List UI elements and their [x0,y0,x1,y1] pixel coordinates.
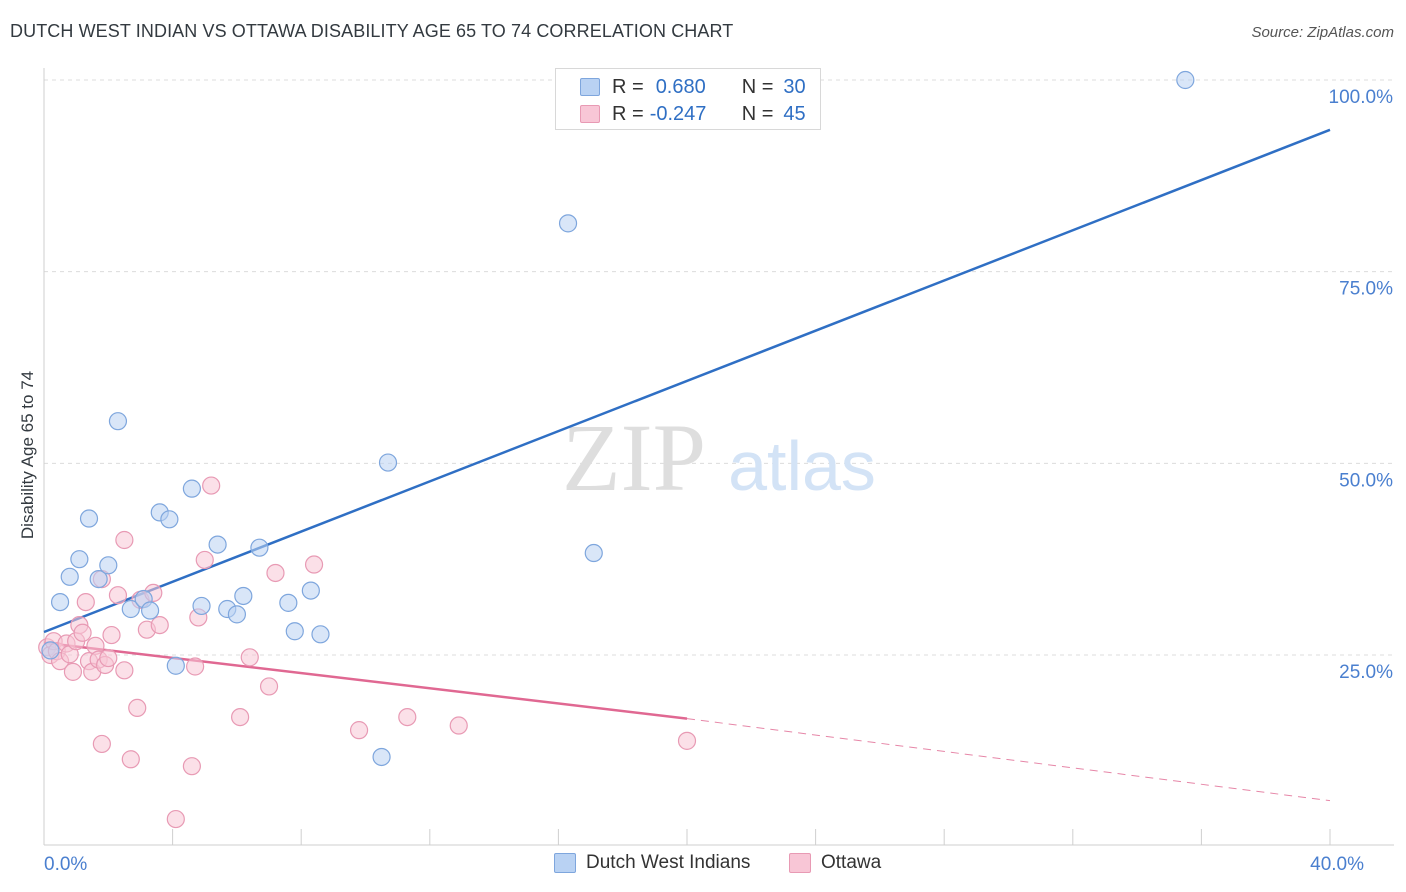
data-point-dutch-west-indians [182,479,201,498]
data-point-dutch-west-indians [160,510,179,529]
correlation-stats-box: R = 0.680 N = 30 R = -0.247 N = 45 [555,68,821,130]
tick-labels: 25.0% 50.0% 75.0% 100.0% 0.0% 40.0% [44,87,1393,875]
data-point-dutch-west-indians [41,641,60,660]
data-point-ottawa [202,476,221,495]
data-point-dutch-west-indians [279,593,298,612]
data-point-ottawa [259,677,279,696]
data-point-dutch-west-indians [250,538,269,557]
data-point-dutch-west-indians [234,586,253,606]
stats-row-pink: R = -0.247 N = 45 [580,101,806,127]
n-value: 45 [783,102,806,125]
data-point-ottawa [398,707,417,727]
data-point-dutch-west-indians [1176,70,1195,90]
n-label: N = [741,102,774,125]
data-point-ottawa [182,757,201,776]
data-point-dutch-west-indians [50,592,70,612]
data-point-dutch-west-indians [192,596,211,616]
y-tick-label: 75.0% [1339,279,1393,300]
data-point-dutch-west-indians [60,567,79,586]
blue-swatch [554,853,576,873]
data-point-ottawa [150,615,169,635]
pink-swatch [580,105,600,123]
data-point-ottawa [76,592,95,612]
data-points [38,70,1195,829]
r-value: -0.247 [649,102,707,125]
data-point-dutch-west-indians [227,605,246,624]
data-point-ottawa [304,555,324,574]
legend-item-ottawa[interactable]: Ottawa [789,852,881,874]
data-point-ottawa [128,698,147,718]
stats-row-blue: R = 0.680 N = 30 [580,74,806,100]
data-point-ottawa [121,750,140,769]
data-point-ottawa [115,661,134,680]
x-tick-label: 0.0% [44,854,87,875]
data-point-ottawa [240,648,259,667]
r-value: 0.680 [655,75,706,98]
watermark-zip: ZIP [562,404,706,511]
data-point-dutch-west-indians [301,581,320,600]
r-label: R = [612,102,644,125]
data-point-ottawa [63,662,83,681]
legend-label: Ottawa [821,852,882,873]
data-point-dutch-west-indians [121,599,140,619]
blue-swatch [580,78,600,96]
trend-line-dutch-west-indians [43,128,1331,634]
legend-item-dutch-west-indians[interactable]: Dutch West Indians [554,852,750,874]
data-point-ottawa [349,721,369,740]
axes [43,68,1394,846]
y-tick-label: 100.0% [1329,87,1394,108]
data-point-dutch-west-indians [584,543,603,563]
n-label: N = [741,75,774,98]
legend-label: Dutch West Indians [586,852,751,873]
data-point-dutch-west-indians [89,569,108,589]
data-point-ottawa [92,734,111,754]
y-tick-label: 25.0% [1339,662,1393,683]
data-point-ottawa [266,563,285,583]
data-point-dutch-west-indians [378,453,398,472]
data-point-ottawa [108,586,128,605]
trend-line-ottawa-extension [686,718,1331,802]
data-point-ottawa [73,623,92,642]
y-axis-title: Disability Age 65 to 74 [18,370,37,540]
data-point-dutch-west-indians [311,625,330,644]
data-point-dutch-west-indians [166,656,185,675]
n-value: 30 [783,75,806,98]
pink-swatch [789,853,811,873]
data-point-dutch-west-indians [140,601,160,620]
data-point-ottawa [99,648,118,668]
chart-legend: Dutch West Indians Ottawa [0,852,1406,878]
data-point-dutch-west-indians [372,747,391,767]
y-tick-label: 50.0% [1339,470,1393,491]
chart-title: DUTCH WEST INDIAN VS OTTAWA DISABILITY A… [10,21,734,41]
data-point-dutch-west-indians [285,622,304,641]
watermark-atlas: atlas [728,427,876,505]
data-point-ottawa [166,809,185,829]
data-point-ottawa [677,731,697,750]
data-point-dutch-west-indians [70,550,89,569]
r-label: R = [612,75,644,98]
data-point-dutch-west-indians [79,509,99,528]
source-credit: Source: ZipAtlas.com [1251,24,1394,41]
data-point-ottawa [449,716,468,735]
data-point-ottawa [195,550,214,570]
data-point-ottawa [231,707,250,727]
trend-line-ottawa [43,641,688,720]
data-point-dutch-west-indians [558,214,578,233]
data-point-dutch-west-indians [99,556,118,575]
data-point-ottawa [186,657,205,676]
x-tick-label: 40.0% [1310,854,1364,875]
data-point-ottawa [102,625,121,645]
data-point-dutch-west-indians [108,412,128,431]
data-point-ottawa [115,530,134,550]
data-point-dutch-west-indians [208,535,227,554]
